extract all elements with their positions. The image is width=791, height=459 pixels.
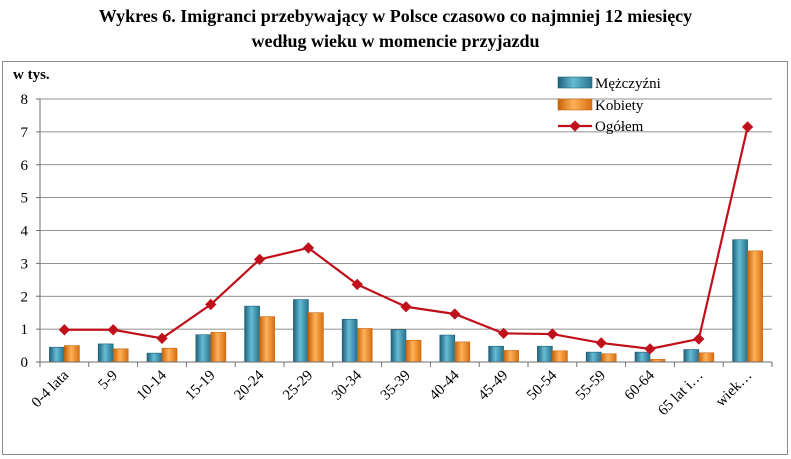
total-point: [156, 332, 168, 344]
bar-men: [146, 352, 163, 363]
x-tick-labels: 0-4 lata 5-9 10-14 15-19 20-24 25-29 30-34 35-3…: [29, 367, 756, 419]
total-point: [546, 328, 559, 340]
bar-women: [356, 328, 373, 363]
chart-title-line-1: Wykres 6. Imigranci przebywający w Polsc…: [98, 6, 693, 26]
x-tick-label: 20-24: [231, 367, 267, 403]
bar-men: [390, 329, 407, 363]
bar-women: [112, 348, 129, 363]
bar-men: [634, 351, 651, 363]
total-point: [449, 308, 461, 320]
y-tick-label: 4: [21, 224, 29, 240]
y-tick-labels: 0 1 2 3 4 5 6 7 8: [21, 92, 29, 371]
total-point: [595, 337, 607, 349]
total-series-line: [64, 126, 749, 350]
bars: [49, 239, 763, 363]
y-tick-label: 0: [21, 355, 29, 371]
legend-swatch-women: [557, 98, 593, 111]
chart-title: Wykres 6. Imigranci przebywający w Polsc…: [0, 4, 791, 54]
total-point: [693, 333, 705, 345]
total-point: [644, 343, 656, 355]
bar-women: [405, 340, 422, 363]
legend-swatch-total-marker: [569, 120, 581, 132]
x-tick-label: 25-29: [280, 368, 316, 404]
y-tick-label: 2: [21, 289, 29, 305]
bar-women: [747, 250, 763, 363]
x-tick-label: 10-14: [134, 367, 170, 403]
bar-men: [488, 345, 504, 363]
bar-women: [64, 345, 80, 363]
bar-women: [259, 316, 275, 363]
chart-title-line-2: według wieku w momencie przyjazdu: [251, 31, 540, 51]
bar-men: [244, 305, 260, 363]
y-tick-label: 6: [21, 158, 29, 174]
total-point: [302, 242, 315, 254]
bar-women: [161, 347, 178, 363]
bar-men: [732, 239, 748, 363]
total-point: [205, 298, 217, 311]
bar-men: [97, 343, 114, 363]
x-tick-label: 60-64: [622, 367, 658, 403]
bar-men: [341, 318, 358, 363]
x-tick-label: 40-44: [427, 367, 463, 403]
x-tick-label: 55-59: [573, 368, 609, 404]
x-tick-label: 45-49: [475, 368, 511, 404]
y-tick-label: 3: [21, 256, 29, 272]
bar-men: [439, 334, 456, 363]
total-point: [107, 324, 119, 336]
x-tick-label: 0-4 lata: [29, 367, 73, 411]
bar-women: [552, 350, 568, 363]
axes: [36, 98, 773, 367]
y-tick-label: 1: [21, 322, 29, 338]
bar-men: [195, 334, 212, 363]
bar-women: [308, 312, 324, 363]
bar-women: [454, 341, 471, 363]
total-point: [741, 121, 754, 133]
total-point: [58, 324, 71, 336]
y-axis-label: w tys.: [13, 67, 50, 83]
legend-label-total: Ogółem: [595, 119, 644, 135]
legend-label-men: Mężczyźni: [595, 76, 661, 92]
bar-men: [537, 345, 553, 363]
x-tick-label: 30-34: [329, 367, 365, 403]
legend: Mężczyźni Kobiety Ogółem: [557, 76, 661, 135]
x-tick-label: wiek…: [713, 368, 756, 411]
total-point: [351, 278, 363, 291]
y-tick-label: 7: [21, 125, 29, 141]
bar-men: [683, 349, 700, 363]
bar-women: [210, 332, 227, 363]
chart-frame: [2, 61, 788, 455]
total-point: [253, 253, 266, 266]
gridlines: [40, 98, 772, 330]
bar-men: [585, 351, 602, 363]
bar-women: [600, 353, 617, 363]
y-tick-label: 5: [21, 191, 29, 207]
bar-women: [503, 350, 519, 363]
x-tick-label: 15-19: [183, 368, 219, 404]
total-point: [497, 327, 510, 340]
x-tick-label: 5-9: [96, 368, 121, 393]
total-point: [400, 301, 412, 313]
legend-swatch-men: [557, 76, 593, 89]
x-tick-label: 35-39: [378, 368, 414, 404]
bar-women: [698, 352, 715, 363]
x-tick-label: 50-54: [524, 367, 560, 403]
x-tick-label: 65 lat i…: [655, 368, 706, 419]
bar-men: [293, 299, 309, 363]
y-tick-label: 8: [21, 92, 29, 108]
legend-label-women: Kobiety: [595, 98, 644, 114]
bar-men: [49, 346, 65, 363]
total-line: [58, 121, 754, 355]
